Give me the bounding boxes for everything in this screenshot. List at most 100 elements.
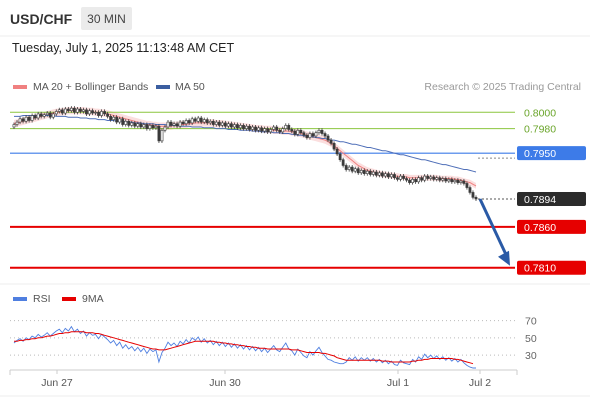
bollinger-band-fill [14, 107, 476, 189]
candle [139, 121, 143, 130]
candle [133, 120, 137, 129]
candle [160, 128, 164, 143]
candle [30, 113, 34, 123]
price-levels [10, 111, 515, 269]
candle [384, 171, 387, 179]
candle [15, 120, 19, 127]
candle [302, 130, 306, 138]
candle [374, 169, 378, 178]
candle [145, 122, 149, 131]
candle [211, 119, 215, 127]
rsi-ma-legend-swatch [62, 297, 76, 301]
candle [97, 110, 100, 118]
candle [290, 127, 294, 134]
ma50-line [14, 115, 477, 173]
rsi-lines [13, 325, 476, 369]
candle [142, 122, 146, 130]
candle [88, 108, 91, 116]
candle [347, 165, 351, 172]
candle [103, 109, 106, 116]
support-tag [517, 260, 586, 275]
candle [387, 171, 390, 179]
candle [471, 190, 475, 200]
candle [411, 177, 414, 185]
candle [462, 178, 466, 186]
rsi-line [13, 325, 476, 369]
candle [380, 170, 384, 179]
candle [100, 109, 103, 118]
candle [184, 118, 188, 126]
candle [91, 108, 94, 116]
candle [112, 115, 116, 122]
candle [187, 118, 191, 125]
candle [459, 178, 463, 185]
x-axis-ticks: Jun 27 Jun 30 Jul 1 Jul 2 [41, 370, 491, 389]
candle [190, 116, 194, 125]
candle [350, 165, 354, 174]
candle [326, 133, 330, 143]
candle [317, 128, 321, 135]
candle [36, 111, 40, 121]
candle [408, 178, 411, 185]
candle [27, 115, 31, 123]
candle [426, 174, 430, 181]
candle [172, 121, 176, 128]
candle [402, 174, 405, 181]
level-labels: 0.8000 0.7980 0.7950 0.7894 0.7860 0.7810 [517, 107, 586, 275]
candle [284, 123, 288, 131]
candle [223, 120, 227, 129]
candle [42, 112, 46, 119]
candle [82, 107, 85, 114]
candle [365, 169, 369, 176]
candle [341, 157, 345, 168]
candle [205, 117, 209, 125]
timeframe-badge[interactable]: 30 MIN [81, 7, 132, 30]
candle [323, 131, 327, 139]
candle [199, 115, 203, 125]
candle [405, 176, 408, 183]
candle [356, 166, 360, 175]
candle [242, 123, 245, 131]
candle [18, 116, 22, 125]
candle [453, 178, 457, 184]
last-price-tag [517, 192, 586, 206]
candle [163, 124, 167, 133]
ma20-legend-label: MA 20 + Bollinger Bands [33, 81, 148, 93]
candle [263, 126, 267, 134]
candle [468, 185, 472, 195]
candle [314, 130, 318, 139]
candle [208, 119, 212, 125]
ma50-legend-swatch [156, 85, 170, 89]
candle [335, 147, 339, 157]
candle [239, 123, 242, 130]
candle [39, 111, 43, 119]
candle [79, 106, 82, 114]
candle [390, 172, 393, 179]
candle [296, 128, 300, 137]
candle [157, 124, 161, 143]
candle [226, 121, 230, 129]
candle [33, 113, 37, 121]
candle [308, 131, 312, 140]
candle [272, 124, 276, 132]
candle [202, 117, 206, 125]
rsi-legend-swatch [13, 297, 27, 301]
candle [57, 107, 61, 114]
candle [233, 122, 236, 130]
candle [269, 127, 273, 134]
candle [151, 123, 155, 130]
candle [124, 119, 128, 127]
candle [230, 121, 233, 130]
candle [278, 128, 282, 134]
candle [251, 124, 254, 132]
projection-arrow-shaft [478, 198, 509, 258]
x-tick-label: Jul 1 [387, 377, 409, 389]
candle [281, 126, 285, 134]
candle [353, 166, 357, 174]
candle [377, 170, 381, 178]
candle [432, 174, 436, 182]
candle [193, 116, 197, 124]
candle [220, 120, 224, 128]
pivot-label: 0.7950 [524, 148, 556, 160]
